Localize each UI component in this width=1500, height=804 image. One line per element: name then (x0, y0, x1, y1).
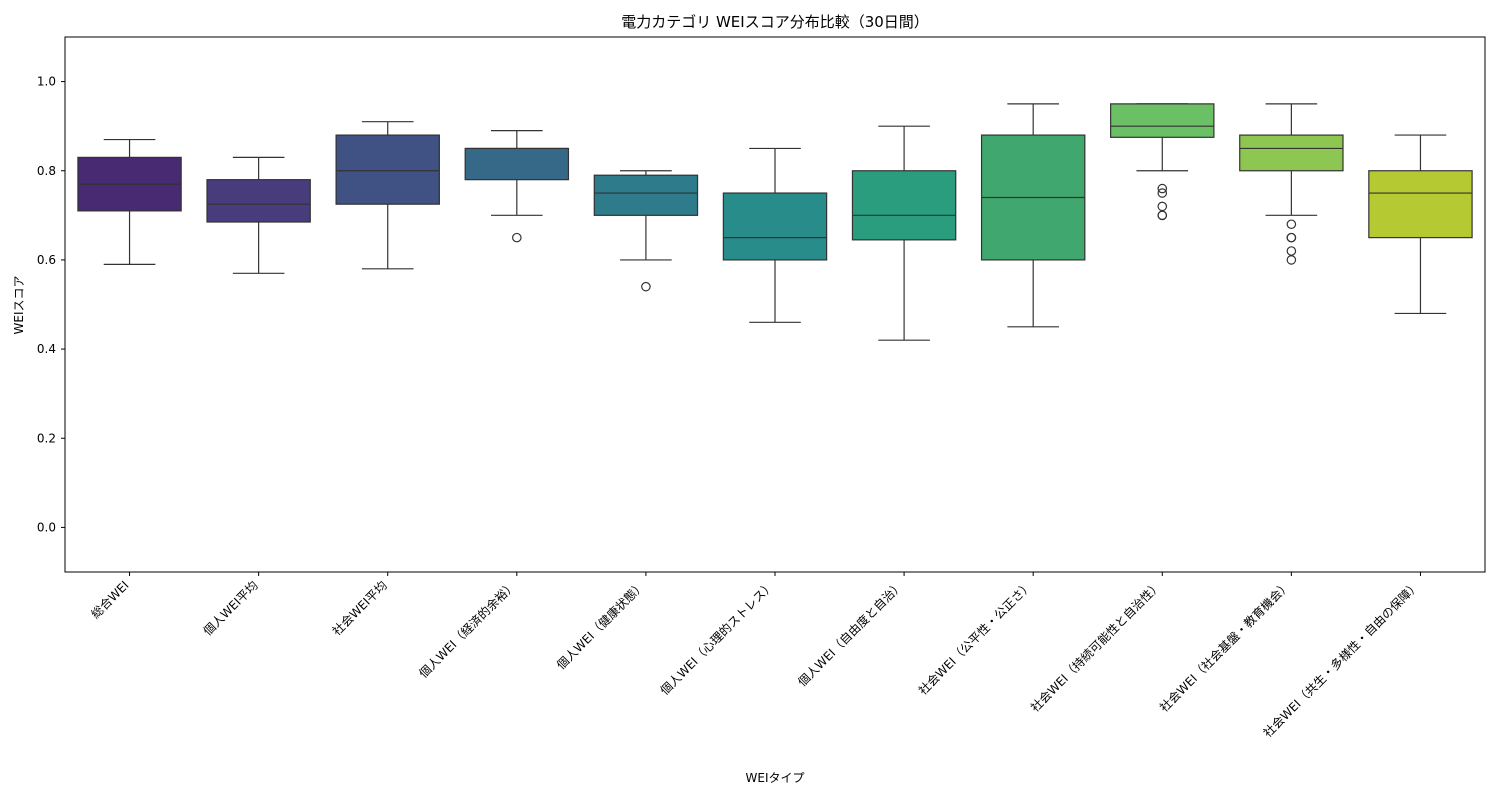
box-iqr (593, 174, 699, 216)
box-iqr (464, 147, 570, 181)
x-tick-label: 個人WEI（心理的ストレス） (657, 578, 777, 698)
y-axis-label: WEIスコア (12, 276, 26, 335)
x-tick-label: 個人WEI（健康状態） (553, 578, 648, 673)
box-iqr (722, 192, 828, 261)
x-tick-label: 個人WEI（自由度と自治） (794, 578, 906, 690)
x-tick-label: 個人WEI平均 (201, 578, 261, 638)
outlier-point (1286, 219, 1297, 230)
box-group (1368, 134, 1473, 315)
box-group (206, 156, 311, 274)
x-tick-label: 総合WEI (88, 578, 132, 622)
box-group (980, 103, 1086, 328)
x-tick-label: 社会WEI（共生・多様性・自由の保障） (1260, 578, 1423, 741)
box-group (851, 125, 957, 341)
outlier-point (1286, 232, 1297, 243)
x-tick-label: 個人WEI（経済的余裕） (416, 578, 519, 681)
y-tick-label: 0.6 (37, 253, 56, 267)
x-axis-label: WEIタイプ (746, 771, 805, 785)
outlier-point (1157, 201, 1168, 212)
box-group (722, 147, 828, 323)
box-iqr (1239, 134, 1344, 172)
outlier-point (1157, 188, 1168, 198)
outlier-point (1157, 183, 1168, 194)
y-tick-label: 1.0 (37, 75, 56, 89)
outlier-point (1286, 255, 1297, 265)
y-tick-label: 0.8 (37, 164, 56, 178)
x-tick-label: 社会WEI平均 (329, 578, 390, 639)
box-iqr (851, 170, 957, 241)
y-tick-label: 0.0 (37, 520, 56, 534)
x-tick-label: 社会WEI（社会基盤・教育機会） (1156, 578, 1293, 715)
outlier-point (641, 281, 651, 292)
box-iqr (335, 134, 440, 205)
box-iqr (1110, 103, 1215, 138)
box-group (335, 121, 440, 270)
outlier-point (512, 232, 522, 243)
box-group (1239, 103, 1344, 265)
box-group (593, 170, 699, 292)
box-iqr (206, 179, 311, 223)
outlier-point (1157, 210, 1168, 221)
x-tick-label: 社会WEI（持続可能性と自治性） (1027, 578, 1164, 715)
box-group (464, 130, 570, 243)
y-tick-label: 0.4 (37, 342, 56, 356)
box-group (1110, 103, 1215, 221)
box-iqr (1368, 170, 1473, 239)
y-tick-label: 0.2 (37, 431, 56, 445)
chart-title: 電力カテゴリ WEIスコア分布比較（30日間） (621, 13, 929, 31)
outlier-point (1286, 246, 1297, 256)
x-tick-label: 社会WEI（公平性・公正さ） (915, 578, 1035, 698)
box-group (77, 138, 182, 265)
